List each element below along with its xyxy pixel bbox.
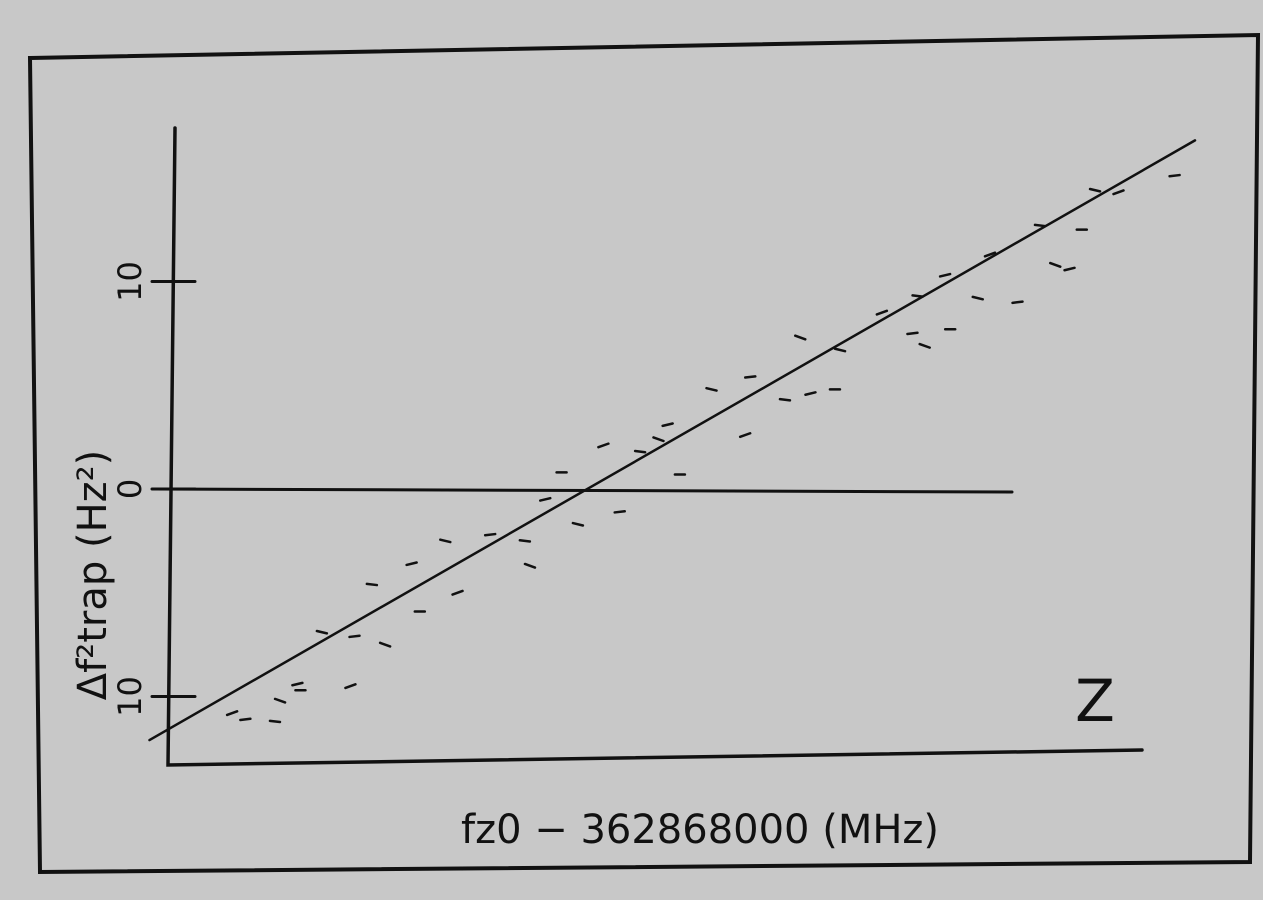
point — [291, 681, 304, 687]
point — [451, 589, 464, 596]
point — [1011, 300, 1024, 305]
point — [439, 538, 452, 544]
point — [268, 719, 282, 724]
frame — [27, 32, 1261, 875]
point — [1112, 189, 1125, 196]
point — [315, 629, 329, 635]
point — [613, 509, 626, 514]
point — [378, 641, 392, 648]
point — [571, 521, 585, 527]
point — [918, 342, 931, 349]
point — [906, 331, 919, 336]
point — [1033, 223, 1047, 228]
point — [273, 697, 287, 704]
fit-line — [148, 139, 1197, 742]
point — [983, 251, 997, 258]
point — [652, 436, 665, 443]
point — [794, 334, 807, 341]
point — [661, 422, 674, 428]
y-tick-label: 0 — [111, 479, 149, 499]
point — [778, 397, 792, 402]
point — [523, 562, 537, 569]
y-tick-label: 10 — [111, 261, 149, 302]
point — [804, 391, 817, 396]
point — [405, 561, 418, 567]
y-axis-label: Δf²trap (Hz²) — [70, 450, 116, 701]
point — [971, 295, 984, 301]
point — [633, 449, 647, 454]
point — [1049, 261, 1062, 268]
point — [1168, 173, 1181, 178]
point — [1088, 187, 1102, 193]
point — [239, 717, 252, 722]
point — [225, 710, 239, 717]
annotation: Z — [1075, 667, 1115, 735]
axes — [166, 126, 1144, 767]
point — [518, 539, 532, 543]
point — [938, 272, 952, 278]
point — [539, 496, 552, 502]
point — [875, 309, 889, 316]
x-axis-label: fz0 − 362868000 (MHz) — [461, 807, 939, 853]
point — [597, 442, 610, 449]
point — [833, 347, 847, 353]
point — [483, 532, 497, 537]
point — [365, 582, 379, 587]
y-tick-label: 10 — [111, 676, 149, 717]
point — [348, 634, 361, 639]
point — [344, 683, 357, 690]
point — [705, 386, 718, 392]
point — [1063, 266, 1076, 272]
point — [744, 375, 757, 379]
point — [738, 431, 752, 439]
